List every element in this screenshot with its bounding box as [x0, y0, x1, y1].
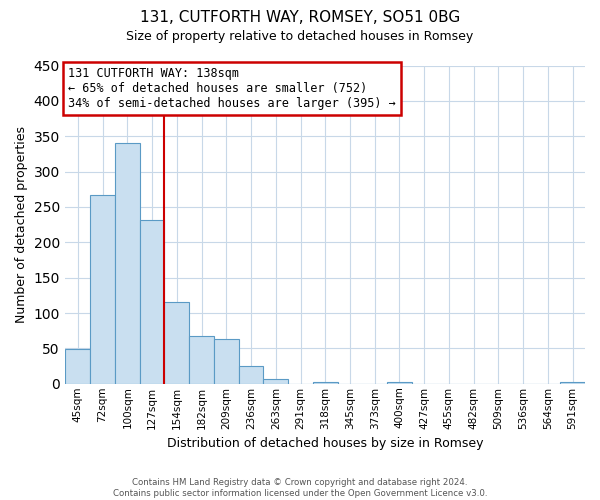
Bar: [214, 339, 239, 384]
Y-axis label: Number of detached properties: Number of detached properties: [15, 126, 28, 323]
Bar: [560, 382, 585, 384]
Bar: [164, 302, 189, 384]
Bar: [263, 379, 288, 384]
Text: 131 CUTFORTH WAY: 138sqm
← 65% of detached houses are smaller (752)
34% of semi-: 131 CUTFORTH WAY: 138sqm ← 65% of detach…: [68, 67, 396, 110]
Bar: [189, 336, 214, 384]
Text: 131, CUTFORTH WAY, ROMSEY, SO51 0BG: 131, CUTFORTH WAY, ROMSEY, SO51 0BG: [140, 10, 460, 25]
Text: Size of property relative to detached houses in Romsey: Size of property relative to detached ho…: [127, 30, 473, 43]
Bar: [115, 144, 140, 384]
Bar: [140, 220, 164, 384]
Bar: [90, 195, 115, 384]
Bar: [65, 349, 90, 384]
X-axis label: Distribution of detached houses by size in Romsey: Distribution of detached houses by size …: [167, 437, 484, 450]
Bar: [239, 366, 263, 384]
Text: Contains HM Land Registry data © Crown copyright and database right 2024.
Contai: Contains HM Land Registry data © Crown c…: [113, 478, 487, 498]
Bar: [313, 382, 338, 384]
Bar: [387, 382, 412, 384]
